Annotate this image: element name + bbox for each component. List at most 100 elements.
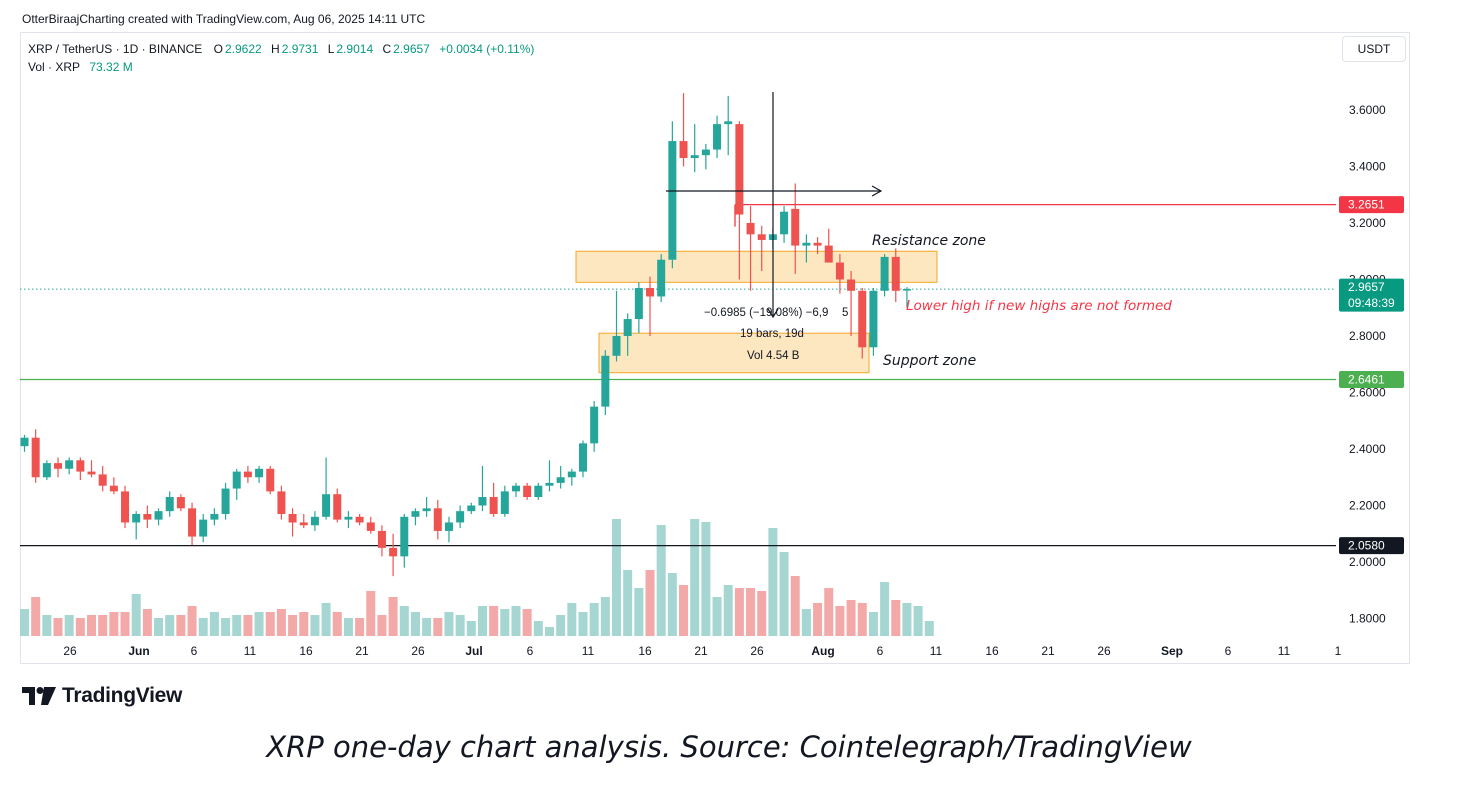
candle[interactable] [456,505,465,529]
candle[interactable] [579,440,587,478]
candle[interactable] [65,457,74,475]
volume-label[interactable]: Vol · XRP [28,60,81,74]
candle[interactable] [735,121,744,280]
currency-button[interactable]: USDT [1342,36,1406,62]
candle-body [333,494,342,520]
candle[interactable] [858,287,867,359]
candle[interactable] [534,482,543,500]
candle[interactable] [389,533,398,577]
support-zone[interactable] [598,332,870,374]
candle[interactable] [802,234,811,263]
candle[interactable] [869,287,878,356]
candle[interactable] [243,465,252,483]
candle[interactable] [634,282,643,334]
candle[interactable] [646,276,655,336]
candle[interactable] [433,499,442,540]
candle[interactable] [467,502,476,514]
candle[interactable] [690,124,699,173]
volume-bar [522,609,532,636]
candle[interactable] [511,482,520,498]
candle[interactable] [54,457,63,478]
time-tick-label: 6 [1225,644,1232,658]
candle[interactable] [299,513,308,529]
candle[interactable] [824,228,833,263]
candle[interactable] [31,429,40,483]
candle[interactable] [880,254,889,297]
candle[interactable] [835,254,844,294]
candle-body [42,463,51,478]
candle[interactable] [780,206,789,243]
candle[interactable] [355,513,364,526]
candle[interactable] [322,457,331,520]
candle[interactable] [724,95,733,156]
candle[interactable] [545,460,554,492]
candle[interactable] [132,511,141,540]
candle-body [165,497,174,512]
candle[interactable] [288,508,297,537]
candle[interactable] [422,497,431,517]
volume-bar [276,609,286,636]
candle[interactable] [523,482,532,500]
candle[interactable] [489,482,498,517]
candle[interactable] [255,465,264,483]
candle[interactable] [121,485,130,529]
time-axis: 26 Jun 6 11 16 21 26 Jul 6 11 16 21 26 Aug 6 11 16 21 26 Se… [63,644,1341,658]
candle[interactable] [221,482,230,520]
candle[interactable] [188,502,197,546]
candle[interactable] [612,290,621,362]
candle[interactable] [791,183,800,274]
candle[interactable] [757,225,766,272]
volume-bar [209,612,219,636]
volume-bar [64,615,74,636]
candle[interactable] [42,460,51,481]
candle[interactable] [109,477,118,495]
candle[interactable] [266,465,275,495]
candle[interactable] [411,508,420,526]
volume-bar [857,603,867,636]
candle[interactable] [590,400,599,452]
candle[interactable] [902,287,911,308]
candle[interactable] [76,457,85,481]
candle[interactable] [746,206,755,291]
resistance-zone[interactable] [575,250,938,283]
candle[interactable] [176,494,185,512]
candle[interactable] [500,485,509,517]
candle[interactable] [679,93,688,167]
candle[interactable] [143,505,152,529]
candle[interactable] [478,465,487,512]
candle[interactable] [623,313,632,356]
candle[interactable] [154,508,163,526]
candle[interactable] [344,511,353,529]
candle[interactable] [891,248,900,303]
candle[interactable] [444,516,453,543]
candle[interactable] [165,491,174,517]
candle[interactable] [199,513,208,543]
candle[interactable] [277,485,286,520]
candle[interactable] [98,465,107,492]
candle[interactable] [657,254,666,303]
volume-bar [154,618,164,636]
candle-body [567,471,576,478]
candle[interactable] [377,525,386,557]
candle[interactable] [310,511,319,531]
candle[interactable] [210,508,219,526]
candle[interactable] [668,121,677,269]
candle[interactable] [400,513,409,568]
candle-body [612,336,621,356]
candle[interactable] [601,350,610,416]
candle[interactable] [366,516,375,534]
candle[interactable] [701,143,710,170]
candle[interactable] [333,488,342,523]
symbol-label[interactable]: XRP / TetherUS · 1D · BINANCE [28,42,203,56]
candle[interactable] [20,434,29,452]
candle[interactable] [232,468,241,500]
candle[interactable] [813,237,822,255]
candle[interactable] [87,460,96,478]
candle[interactable] [556,465,565,489]
candle[interactable] [567,468,576,486]
candle[interactable] [847,271,856,336]
candle[interactable] [713,115,722,159]
candle-body [20,437,29,447]
